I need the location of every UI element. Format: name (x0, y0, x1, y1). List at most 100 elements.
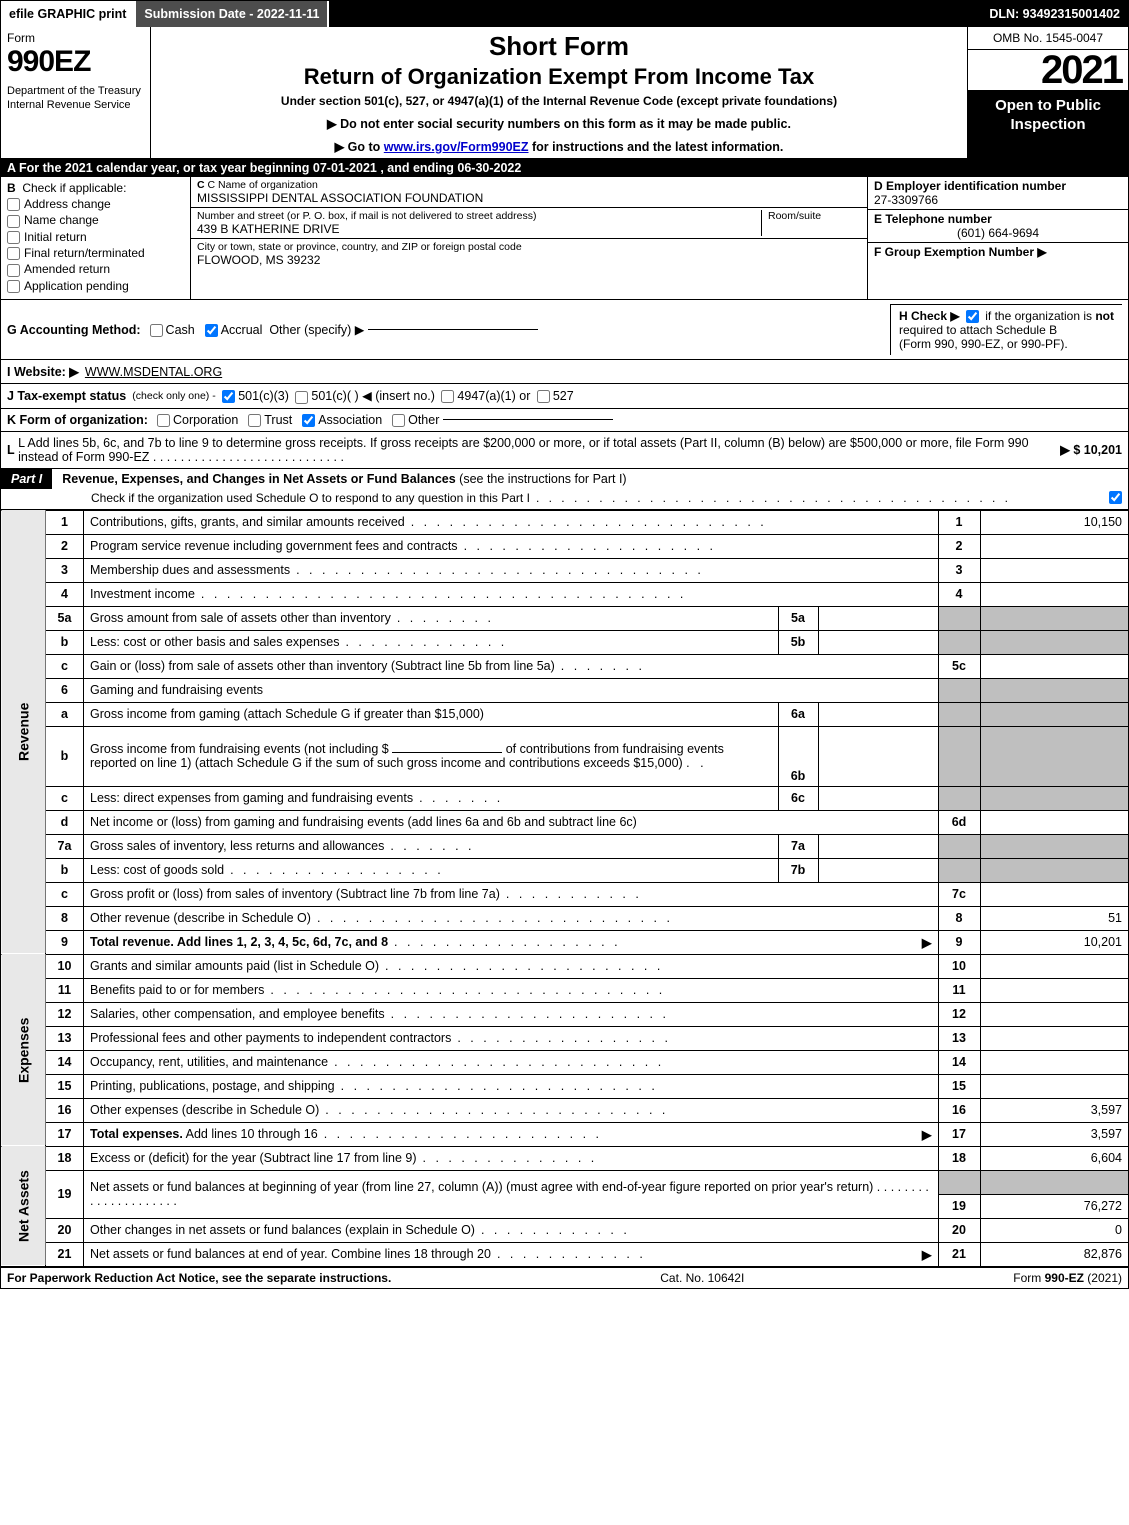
line-5b: bLess: cost or other basis and sales exp… (1, 630, 1128, 654)
chk-application-pending[interactable]: Application pending (7, 279, 184, 293)
line-6b-il: 6b (778, 726, 818, 786)
chk-trust[interactable]: Trust (245, 413, 292, 427)
chk-final-return[interactable]: Final return/terminated (7, 246, 184, 260)
chk-cash[interactable]: Cash (147, 323, 195, 337)
submission-date-label: Submission Date - 2022-11-11 (136, 1, 329, 27)
line-17: 17Total expenses. Add lines 10 through 1… (1, 1122, 1128, 1146)
line-1-num: 1 (938, 510, 980, 534)
subtitle: Under section 501(c), 527, or 4947(a)(1)… (157, 94, 961, 108)
line-21-num: 21 (938, 1242, 980, 1266)
header-right: OMB No. 1545-0047 2021 Open to Public In… (968, 27, 1128, 158)
line-1-amt: 10,150 (980, 510, 1128, 534)
line-8-num: 8 (938, 906, 980, 930)
line-5c-desc: Gain or (loss) from sale of assets other… (90, 659, 555, 673)
form-number: 990EZ (7, 45, 144, 79)
room-suite-lab: Room/suite (768, 210, 861, 222)
line-9-num: 9 (938, 930, 980, 954)
line-1-desc: Contributions, gifts, grants, and simila… (90, 515, 405, 529)
line-6a-val[interactable] (818, 702, 938, 726)
line-5a-val[interactable] (818, 606, 938, 630)
chk-initial-return[interactable]: Initial return (7, 230, 184, 244)
line-18-num: 18 (938, 1146, 980, 1170)
c-name-lab: C Name of organization (208, 179, 318, 191)
line-3-desc: Membership dues and assessments (90, 563, 290, 577)
chk-amended-return[interactable]: Amended return (7, 262, 184, 276)
b-label: Check if applicable: (22, 181, 126, 195)
line-6b-contrib-input[interactable] (392, 752, 502, 753)
chk-address-change[interactable]: Address change (7, 197, 184, 211)
part-i-sub: Check if the organization used Schedule … (1, 489, 1128, 510)
line-20-num: 20 (938, 1218, 980, 1242)
chk-accrual[interactable]: Accrual (202, 323, 263, 337)
line-13-amt (980, 1026, 1128, 1050)
chk-schedule-o[interactable] (1109, 491, 1122, 504)
other-specify-input[interactable] (368, 329, 538, 330)
line-11: 11Benefits paid to or for members. . . .… (1, 978, 1128, 1002)
line-7c: cGross profit or (loss) from sales of in… (1, 882, 1128, 906)
section-b: B Check if applicable: Address change Na… (1, 177, 191, 299)
line-5b-val[interactable] (818, 630, 938, 654)
website-value[interactable]: WWW.MSDENTAL.ORG (85, 365, 222, 379)
instr2-pre: ▶ Go to (335, 140, 384, 154)
chk-501c[interactable]: 501(c)( ) ◀ (insert no.) (292, 388, 435, 403)
instruction-goto: ▶ Go to www.irs.gov/Form990EZ for instru… (157, 139, 961, 154)
line-5c: cGain or (loss) from sale of assets othe… (1, 654, 1128, 678)
line-5c-amt (980, 654, 1128, 678)
opt-association: Association (318, 413, 382, 427)
line-10-num: 10 (938, 954, 980, 978)
opt-527: 527 (553, 389, 574, 403)
line-7a-val[interactable] (818, 834, 938, 858)
line-3-amt (980, 558, 1128, 582)
chk-4947[interactable]: 4947(a)(1) or (438, 389, 530, 403)
d-lab: D Employer identification number (874, 179, 1122, 193)
chk-other-org[interactable]: Other (389, 413, 439, 427)
h-post: if the organization is (985, 309, 1092, 323)
line-13: 13Professional fees and other payments t… (1, 1026, 1128, 1050)
chk-association[interactable]: Association (299, 413, 382, 427)
omb-number: OMB No. 1545-0047 (968, 27, 1128, 50)
line-6c: cLess: direct expenses from gaming and f… (1, 786, 1128, 810)
opt-name-change: Name change (24, 213, 99, 227)
c-city-lab: City or town, state or province, country… (197, 241, 861, 253)
sidebar-net-assets: Net Assets (1, 1146, 46, 1266)
line-2: 2Program service revenue including gover… (1, 534, 1128, 558)
line-15-num: 15 (938, 1074, 980, 1098)
line-7b-val[interactable] (818, 858, 938, 882)
line-7c-desc: Gross profit or (loss) from sales of inv… (90, 887, 500, 901)
row-g-h: G Accounting Method: Cash Accrual Other … (1, 300, 1128, 360)
footer-cat-no: Cat. No. 10642I (660, 1271, 744, 1285)
line-6d-amt (980, 810, 1128, 834)
line-6b: b Gross income from fundraising events (… (1, 726, 1128, 786)
chk-corporation[interactable]: Corporation (154, 413, 238, 427)
form-word: Form (7, 31, 144, 45)
line-12-desc: Salaries, other compensation, and employ… (90, 1007, 385, 1021)
efile-print-label[interactable]: efile GRAPHIC print (1, 1, 136, 27)
section-d-e-f: D Employer identification number 27-3309… (868, 177, 1128, 299)
line-19-num: 19 (938, 1194, 980, 1218)
line-12: 12 Salaries, other compensation, and empl… (1, 1002, 1128, 1026)
other-org-input[interactable] (443, 419, 613, 420)
opt-address-change: Address change (24, 197, 111, 211)
line-6c-val[interactable] (818, 786, 938, 810)
top-bar: efile GRAPHIC print Submission Date - 20… (1, 1, 1128, 27)
line-7c-num: 7c (938, 882, 980, 906)
h-line3: (Form 990, 990-EZ, or 990-PF). (899, 337, 1068, 351)
line-6c-il: 6c (778, 786, 818, 810)
section-b-through-f: B Check if applicable: Address change Na… (1, 177, 1128, 300)
line-5c-num: 5c (938, 654, 980, 678)
line-6d-desc: Net income or (loss) from gaming and fun… (84, 810, 939, 834)
line-11-num: 11 (938, 978, 980, 1002)
line-4-amt (980, 582, 1128, 606)
opt-amended-return: Amended return (24, 262, 110, 276)
line-6a: aGross income from gaming (attach Schedu… (1, 702, 1128, 726)
chk-527[interactable]: 527 (534, 389, 574, 403)
chk-h[interactable] (966, 310, 979, 323)
chk-name-change[interactable]: Name change (7, 213, 184, 227)
line-6b-val[interactable] (818, 726, 938, 786)
chk-501c3[interactable]: 501(c)(3) (219, 389, 289, 403)
row-i-website: I Website: ▶ WWW.MSDENTAL.ORG (1, 360, 1128, 384)
irs-link[interactable]: www.irs.gov/Form990EZ (384, 140, 529, 154)
line-3-num: 3 (938, 558, 980, 582)
form-header: Form 990EZ Department of the Treasury In… (1, 27, 1128, 159)
line-12-num: 12 (938, 1002, 980, 1026)
